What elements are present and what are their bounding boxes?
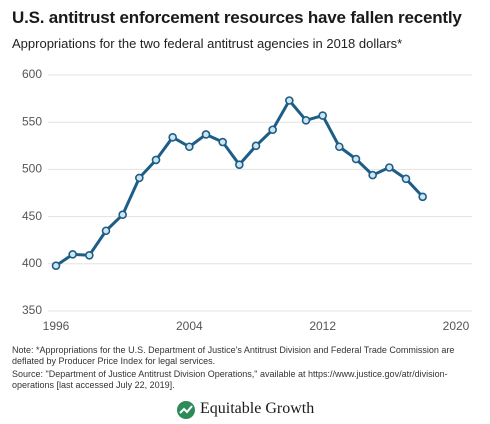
data-point	[185, 142, 194, 152]
chart-title: U.S. antitrust enforcement resources hav…	[12, 8, 462, 27]
data-point	[151, 155, 161, 165]
note: Note: *Appropriations for the U.S. Depar…	[12, 345, 455, 366]
data-point	[285, 96, 294, 105]
data-point	[418, 192, 427, 202]
data-point	[351, 154, 361, 164]
data-point	[135, 173, 144, 183]
x-tick-label: 1996	[43, 319, 70, 333]
data-point	[168, 133, 177, 142]
y-tick-label: 350	[22, 303, 42, 317]
y-tick-label: 600	[22, 67, 42, 81]
y-tick-label: 500	[22, 162, 42, 176]
source: Source: "Department of Justice Antitrust…	[12, 369, 448, 390]
y-tick-label: 550	[22, 114, 42, 128]
data-point	[101, 226, 111, 236]
x-tick-label: 2004	[176, 319, 203, 333]
data-point	[368, 170, 377, 180]
data-point	[251, 141, 261, 151]
data-point	[51, 261, 61, 270]
data-point	[118, 210, 127, 220]
series-line	[55, 98, 424, 267]
chart-subtitle: Appropriations for the two federal antit…	[12, 36, 403, 51]
y-tick-label: 450	[22, 209, 42, 223]
data-point	[85, 251, 94, 260]
y-tick-label: 400	[22, 256, 42, 270]
brand: Equitable Growth	[200, 400, 315, 417]
x-tick-label: 2020	[443, 319, 470, 333]
data-point	[301, 116, 311, 125]
data-point	[335, 142, 344, 152]
data-point	[235, 160, 244, 169]
brand-icon	[177, 401, 195, 419]
data-point	[401, 174, 411, 184]
x-tick-label: 2012	[309, 319, 336, 333]
data-point	[68, 250, 77, 259]
data-point	[201, 130, 211, 139]
data-point	[318, 111, 327, 120]
data-point	[385, 163, 394, 172]
data-point	[218, 137, 227, 147]
data-point	[268, 125, 277, 135]
